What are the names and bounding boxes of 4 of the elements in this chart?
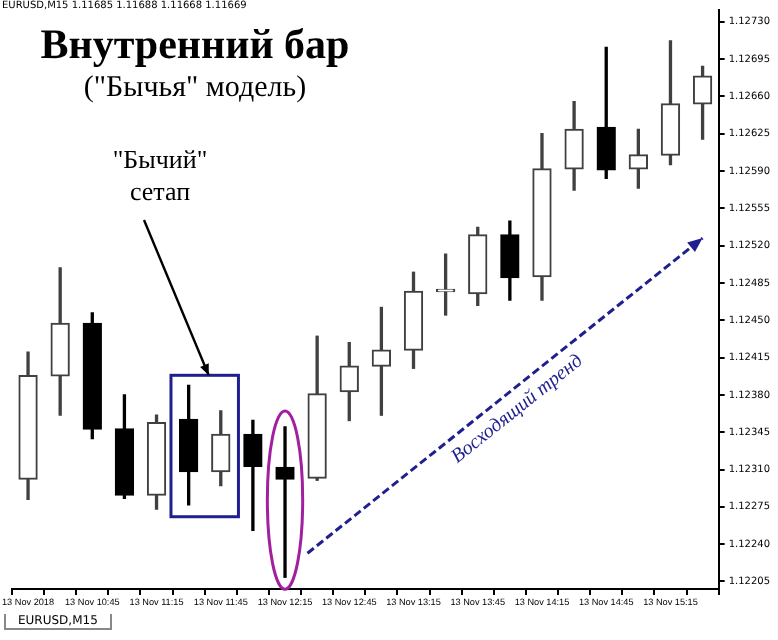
- text: ("Бычья" модель): [81, 72, 309, 106]
- chart-title: Внутренний бар: [38, 20, 352, 70]
- annotation: "Бычий" сетап: [110, 144, 210, 208]
- candlestick: [275, 426, 295, 578]
